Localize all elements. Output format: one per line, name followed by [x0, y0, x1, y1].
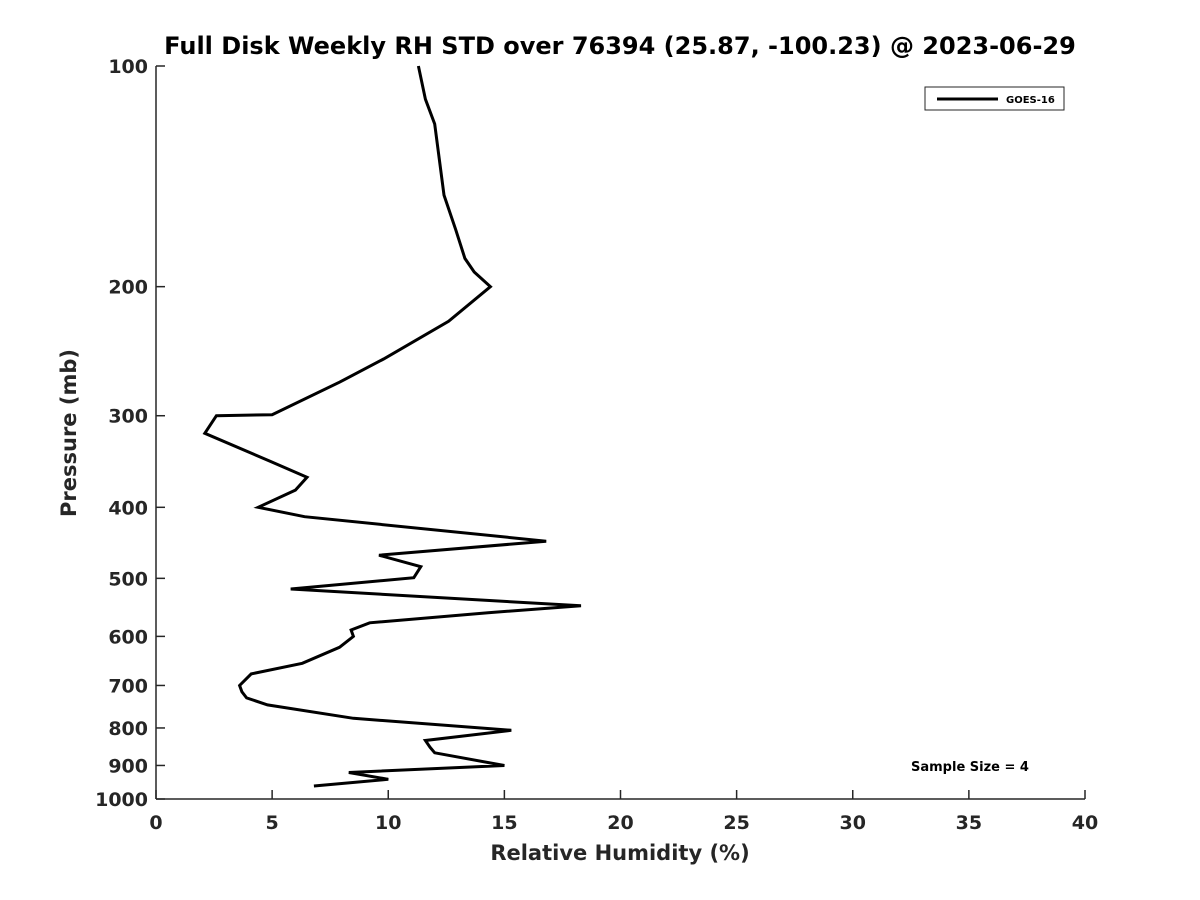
legend-label-goes-16: GOES-16	[1006, 95, 1055, 106]
x-tick-label: 25	[723, 812, 749, 834]
x-axis-label: Relative Humidity (%)	[490, 841, 749, 865]
chart-title: Full Disk Weekly RH STD over 76394 (25.8…	[164, 32, 1076, 60]
x-ticks: 0 5 10 15 20 25 30 35 40	[149, 790, 1098, 834]
axes	[155, 66, 1085, 800]
y-tick-label: 400	[108, 497, 148, 519]
x-tick-label: 40	[1072, 812, 1098, 834]
x-tick-label: 15	[491, 812, 517, 834]
x-tick-label: 0	[149, 812, 162, 834]
y-tick-label: 800	[108, 718, 148, 740]
y-tick-label: 700	[108, 675, 148, 697]
y-tick-label: 300	[108, 406, 148, 428]
x-tick-label: 35	[956, 812, 982, 834]
x-tick-label: 30	[840, 812, 866, 834]
y-tick-label: 1000	[95, 789, 148, 811]
y-tick-label: 100	[108, 56, 148, 78]
x-tick-label: 10	[375, 812, 401, 834]
y-tick-label: 200	[108, 277, 148, 299]
series-group	[202, 65, 582, 788]
x-tick-label: 20	[607, 812, 633, 834]
y-tick-label: 500	[108, 568, 148, 590]
y-axis-label: Pressure (mb)	[57, 349, 81, 517]
sample-size-annotation: Sample Size = 4	[911, 760, 1029, 775]
x-tick-label: 5	[266, 812, 279, 834]
series-line-goes-16	[202, 65, 582, 788]
legend: GOES-16	[924, 86, 1065, 111]
y-tick-label: 600	[108, 626, 148, 648]
y-tick-label: 900	[108, 755, 148, 777]
y-ticks: 100 200 300 400 500 600 700 800 900 1000	[95, 56, 165, 811]
